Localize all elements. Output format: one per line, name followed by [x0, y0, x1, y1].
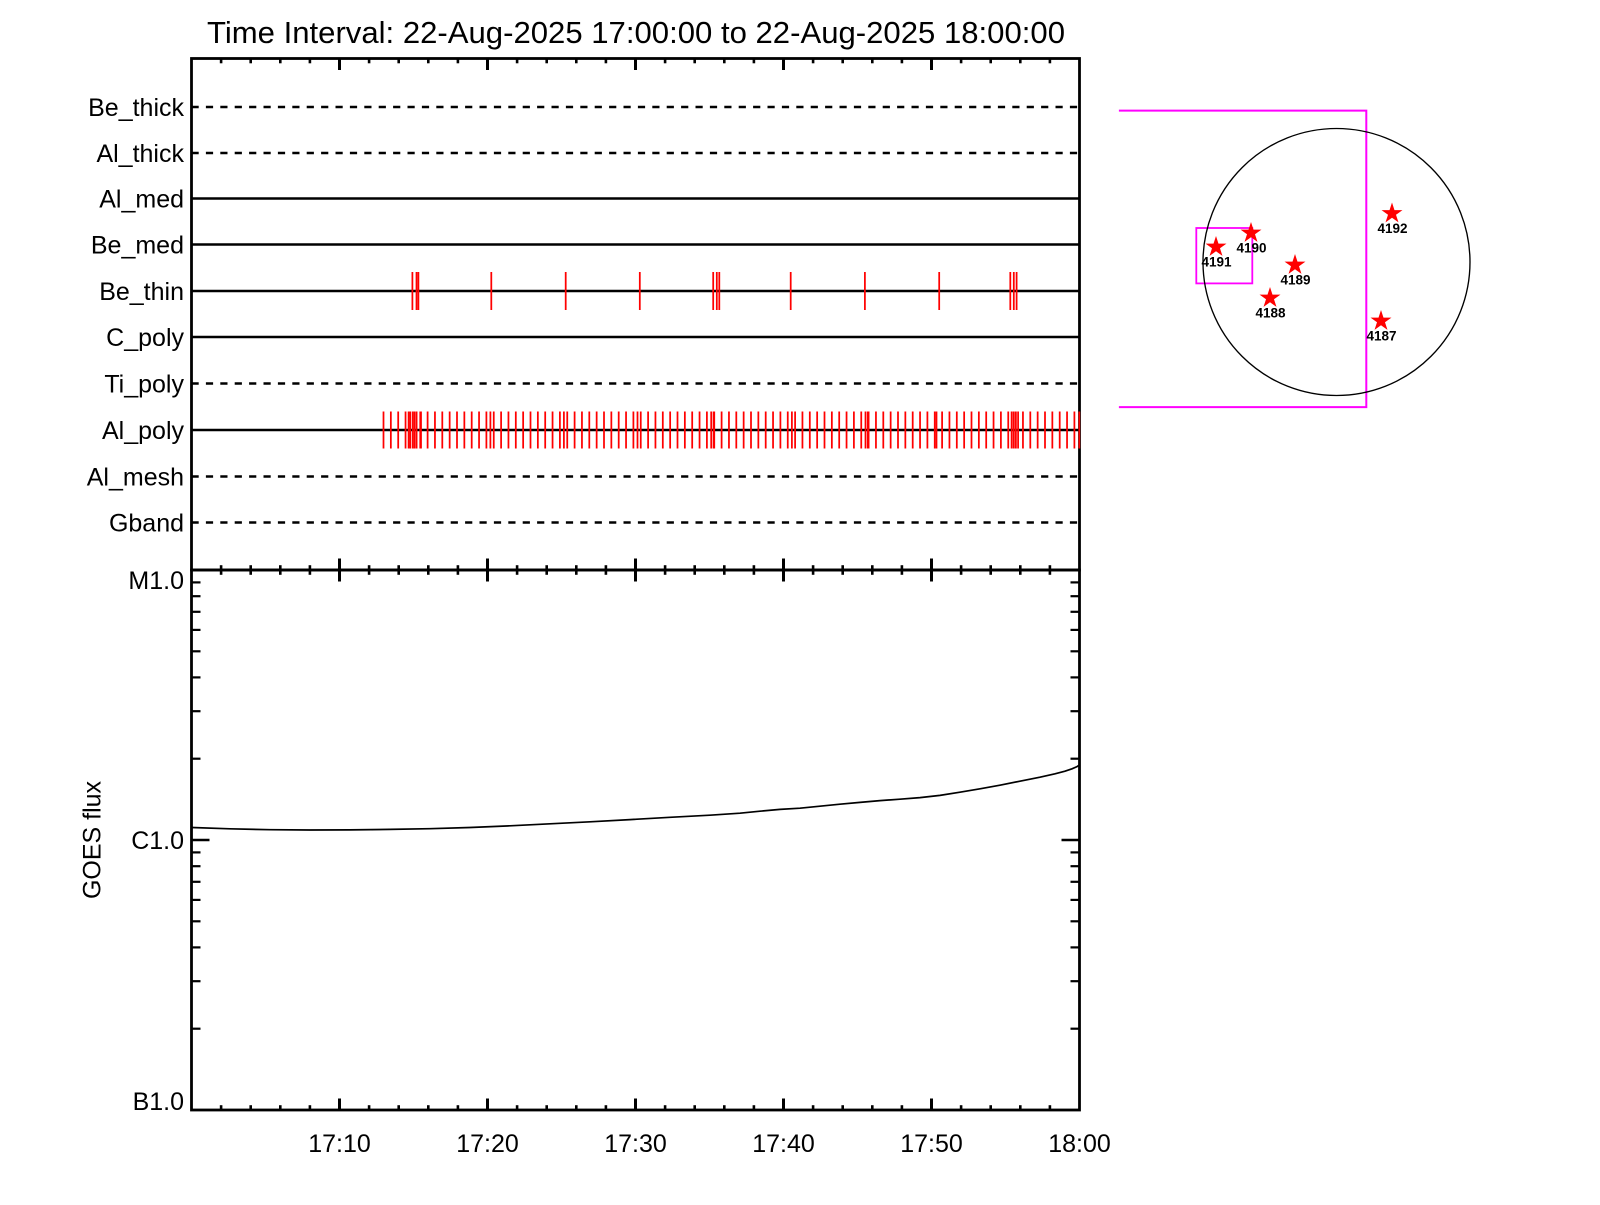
svg-text:17:10: 17:10 — [308, 1130, 371, 1158]
svg-text:Al_mesh: Al_mesh — [87, 464, 184, 492]
svg-text:Gband: Gband — [109, 510, 184, 538]
svg-text:4190: 4190 — [1236, 241, 1266, 256]
svg-text:M1.0: M1.0 — [128, 567, 184, 595]
svg-text:4191: 4191 — [1201, 255, 1232, 270]
svg-text:Al_med: Al_med — [99, 186, 184, 214]
svg-text:17:20: 17:20 — [456, 1130, 519, 1158]
svg-text:17:30: 17:30 — [604, 1130, 667, 1158]
svg-text:Ti_poly: Ti_poly — [104, 371, 184, 399]
svg-text:4192: 4192 — [1377, 221, 1407, 236]
svg-text:B1.0: B1.0 — [133, 1088, 184, 1116]
svg-text:Al_poly: Al_poly — [102, 417, 184, 445]
svg-text:17:50: 17:50 — [900, 1130, 963, 1158]
svg-text:C_poly: C_poly — [106, 324, 184, 352]
svg-text:4189: 4189 — [1280, 273, 1310, 288]
svg-text:Time Interval: 22-Aug-2025 17:: Time Interval: 22-Aug-2025 17:00:00 to 2… — [207, 15, 1065, 50]
svg-text:C1.0: C1.0 — [131, 827, 184, 855]
svg-text:Al_thick: Al_thick — [96, 140, 184, 168]
svg-text:4187: 4187 — [1366, 329, 1396, 344]
svg-text:4188: 4188 — [1255, 306, 1286, 321]
svg-text:17:40: 17:40 — [752, 1130, 815, 1158]
svg-text:Be_thick: Be_thick — [88, 94, 184, 122]
svg-text:GOES flux: GOES flux — [79, 780, 107, 899]
svg-text:18:00: 18:00 — [1048, 1130, 1111, 1158]
svg-text:Be_thin: Be_thin — [99, 278, 184, 306]
svg-text:Be_med: Be_med — [91, 232, 184, 260]
